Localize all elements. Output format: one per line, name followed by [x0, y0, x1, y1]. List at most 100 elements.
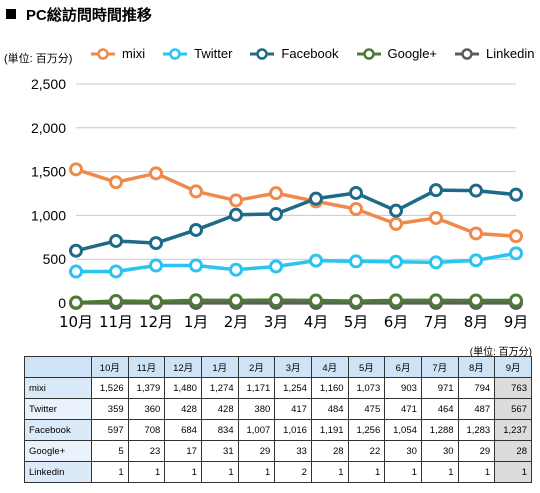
data-table: 10月 11月 12月 1月 2月 3月 4月 5月 6月 7月 8月 9月 mixi 1,526 1,3…	[24, 356, 532, 483]
page-title: PC総訪問時間推移	[6, 4, 152, 25]
legend-item: Facebook	[249, 46, 339, 61]
data-point-mixi	[269, 186, 283, 201]
table-cell: 1	[164, 461, 202, 483]
table-cell: 22	[347, 440, 386, 462]
data-point-facebook	[229, 207, 243, 222]
data-point-mixi	[149, 166, 163, 181]
table-header-cell: 9月	[494, 356, 532, 378]
table-cell: 1,237	[494, 419, 532, 441]
table-cell: 684	[164, 419, 202, 441]
data-point-facebook	[149, 236, 163, 251]
table-cell: 1	[494, 461, 532, 483]
data-point-mixi	[189, 184, 203, 199]
table-row-label: mixi	[24, 377, 92, 399]
table-cell: 1,526	[91, 377, 129, 399]
data-point-twitter	[69, 264, 83, 279]
data-point-twitter	[389, 254, 403, 269]
table-header-cell: 4月	[310, 356, 349, 378]
legend-label: Linkedin	[486, 46, 535, 61]
data-point-google	[229, 293, 243, 308]
data-point-google	[69, 295, 83, 310]
chart-unit-label: (単位: 百万分)	[4, 53, 73, 65]
table-row-label: Google+	[24, 440, 92, 462]
table-cell: 380	[237, 398, 276, 420]
table-cell: 1,256	[347, 419, 386, 441]
table-row-label: Facebook	[24, 419, 92, 441]
table-cell: 1,007	[237, 419, 276, 441]
y-tick-label: 0	[58, 295, 66, 311]
data-point-facebook	[509, 187, 523, 202]
y-tick-label: 1,000	[31, 207, 66, 223]
table-cell: 1	[347, 461, 386, 483]
table-cell: 1,480	[164, 377, 202, 399]
data-point-facebook	[469, 183, 483, 198]
table-cell: 28	[494, 440, 532, 462]
x-tick-label: 12月	[139, 313, 173, 331]
table-row: mixi 1,526 1,379 1,480 1,274 1,171 1,254 1,160 1…	[24, 377, 532, 399]
x-tick-label: 10月	[59, 313, 93, 331]
table-header-cell: 7月	[420, 356, 459, 378]
table-cell: 428	[164, 398, 202, 420]
data-point-mixi	[109, 175, 123, 190]
x-tick-label: 1月	[184, 313, 209, 331]
legend-marker-icon	[250, 47, 275, 60]
y-tick-label: 2,500	[31, 76, 66, 92]
table-row: Linkedin 1 1 1 1 1 2 1 1 1 1 1 1	[24, 461, 532, 483]
table-cell: 1,274	[200, 377, 239, 399]
legend-item: Linkedin	[454, 46, 534, 61]
series-line-facebook	[75, 188, 517, 253]
table-cell: 1	[237, 461, 276, 483]
table-row: Twitter 359 360 428 428 380 417 484 475 471 464 487…	[24, 398, 532, 420]
data-point-twitter	[509, 246, 523, 261]
table-cell: 30	[420, 440, 459, 462]
data-point-twitter	[429, 255, 443, 270]
data-point-google	[349, 294, 363, 309]
legend-item: Google+	[356, 46, 438, 61]
table-header-cell: 10月	[91, 356, 129, 378]
x-tick-label: 9月	[504, 313, 529, 331]
table-cell: 471	[384, 398, 422, 420]
data-point-facebook	[349, 185, 363, 200]
data-point-facebook	[269, 206, 283, 221]
table-cell: 567	[494, 398, 532, 420]
table-cell: 1,283	[457, 419, 496, 441]
title-text: PC総訪問時間推移	[26, 7, 152, 24]
table-cell: 1	[310, 461, 349, 483]
table-cell: 29	[457, 440, 496, 462]
data-point-facebook	[189, 222, 203, 237]
data-point-google	[109, 293, 123, 308]
x-tick-label: 8月	[464, 313, 489, 331]
table-cell: 1	[200, 461, 239, 483]
data-point-mixi	[389, 216, 403, 231]
legend-label: Google+	[387, 46, 438, 61]
data-point-twitter	[309, 253, 323, 268]
table-unit-label: (単位: 百万分)	[469, 347, 532, 358]
table-cell: 484	[310, 398, 349, 420]
table-cell: 1,016	[274, 419, 312, 441]
table-cell: 1	[457, 461, 496, 483]
data-point-facebook	[429, 183, 443, 198]
legend-marker-icon	[91, 47, 115, 60]
table-cell: 28	[310, 440, 349, 462]
data-point-google	[189, 293, 203, 308]
data-point-twitter	[349, 254, 363, 269]
data-point-twitter	[109, 264, 123, 279]
data-point-twitter	[229, 262, 243, 277]
data-point-mixi	[469, 226, 483, 241]
legend-label: mixi	[122, 46, 146, 61]
table-header-cell: 11月	[127, 356, 166, 378]
line-chart: 0 500 1,000 1,500 2,000 2,500 10月 11月 12月 1月 2月 3月 4…	[31, 76, 529, 331]
table-cell: 1	[91, 461, 129, 483]
table-cell: 30	[384, 440, 422, 462]
table-cell: 1,160	[310, 377, 349, 399]
data-point-twitter	[149, 258, 163, 273]
data-point-twitter	[469, 253, 483, 268]
data-point-mixi	[349, 202, 363, 217]
legend-label: Twitter	[194, 46, 233, 61]
x-tick-label: 3月	[264, 313, 289, 331]
series-line-mixi	[75, 167, 517, 238]
data-point-mixi	[429, 210, 443, 225]
table-cell: 360	[127, 398, 166, 420]
table-cell: 359	[91, 398, 129, 420]
y-tick-label: 1,500	[31, 164, 66, 180]
